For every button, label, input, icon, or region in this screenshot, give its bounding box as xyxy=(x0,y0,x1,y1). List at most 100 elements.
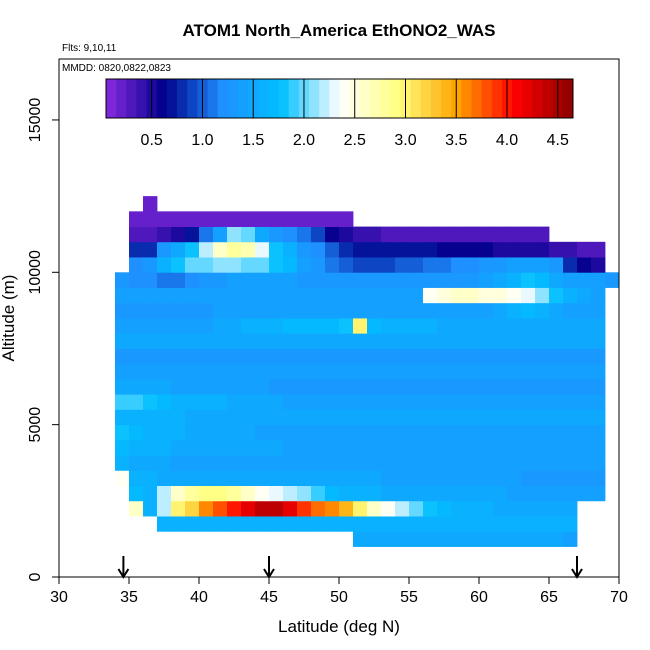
heatmap-cell xyxy=(129,424,144,441)
heatmap-cell xyxy=(479,348,494,365)
heatmap-cells xyxy=(115,196,620,547)
heatmap-cell xyxy=(213,287,228,304)
colorbar-segment xyxy=(420,79,432,118)
heatmap-cell xyxy=(535,287,550,304)
heatmap-cell xyxy=(171,318,186,334)
heatmap-cell xyxy=(381,272,396,288)
heatmap-cell xyxy=(325,455,340,471)
heatmap-cell xyxy=(479,470,494,486)
heatmap-cell xyxy=(325,333,340,349)
heatmap-cell xyxy=(199,257,214,273)
heatmap-cell xyxy=(311,318,326,334)
heatmap-cell xyxy=(171,409,186,426)
heatmap-cell xyxy=(339,394,354,410)
heatmap-cell xyxy=(227,318,242,334)
heatmap-cell xyxy=(171,348,186,365)
heatmap-cell xyxy=(451,500,466,517)
heatmap-cell xyxy=(409,363,424,380)
heatmap-cell xyxy=(157,226,172,243)
heatmap-cell xyxy=(367,241,382,258)
heatmap-cell xyxy=(381,516,396,532)
colorbar-tick-label: 1.0 xyxy=(191,132,213,149)
heatmap-cell xyxy=(465,409,480,426)
heatmap-cell xyxy=(199,318,214,334)
heatmap-cell xyxy=(395,257,410,273)
heatmap-cell xyxy=(199,272,214,288)
colorbar-segment xyxy=(430,79,442,118)
heatmap-cell xyxy=(241,516,256,532)
heatmap-cell xyxy=(535,424,550,441)
heatmap-cell xyxy=(507,500,522,517)
heatmap-cell xyxy=(465,424,480,441)
heatmap-cell xyxy=(507,394,522,410)
heatmap-cell xyxy=(549,378,564,395)
colorbar-segment xyxy=(187,79,198,118)
heatmap-cell xyxy=(129,378,144,395)
heatmap-cell xyxy=(493,257,508,273)
heatmap-cell xyxy=(255,211,270,227)
heatmap-cell xyxy=(297,302,312,319)
heatmap-cell xyxy=(465,516,480,532)
heatmap-cell xyxy=(381,333,396,349)
heatmap-cell xyxy=(297,439,312,456)
colorbar-segment xyxy=(562,79,574,118)
heatmap-cell xyxy=(367,363,382,380)
heatmap-cell xyxy=(353,226,368,243)
heatmap-cell xyxy=(409,226,424,243)
colorbar-segment xyxy=(258,79,269,118)
heatmap-cell xyxy=(297,500,312,517)
heatmap-cell xyxy=(129,485,144,502)
heatmap-cell xyxy=(171,500,186,517)
heatmap-cell xyxy=(535,485,550,502)
heatmap-cell xyxy=(507,424,522,441)
heatmap-cell xyxy=(479,485,494,502)
heatmap-cell xyxy=(451,455,466,471)
heatmap-cell xyxy=(311,378,326,395)
heatmap-cell xyxy=(171,211,186,227)
heatmap-cell xyxy=(367,348,382,365)
heatmap-cell xyxy=(437,439,452,456)
heatmap-cell xyxy=(591,241,606,258)
heatmap-cell xyxy=(521,257,536,273)
heatmap-cell xyxy=(591,363,606,380)
heatmap-cell xyxy=(185,378,200,395)
heatmap-cell xyxy=(129,500,144,517)
heatmap-cell xyxy=(395,302,410,319)
heatmap-cell xyxy=(549,257,564,273)
colorbar-tick-label: 2.5 xyxy=(344,132,366,149)
heatmap-cell xyxy=(171,333,186,349)
heatmap-cell xyxy=(157,333,172,349)
heatmap-cell xyxy=(437,531,452,547)
heatmap-cell xyxy=(535,516,550,532)
heatmap-cell xyxy=(591,394,606,410)
heatmap-cell xyxy=(213,455,228,471)
heatmap-cell xyxy=(479,531,494,547)
heatmap-cell xyxy=(521,455,536,471)
heatmap-cell xyxy=(367,439,382,456)
heatmap-cell xyxy=(255,378,270,395)
heatmap-cell xyxy=(241,470,256,486)
colorbar-segment xyxy=(227,79,239,118)
heatmap-cell xyxy=(143,333,158,349)
heatmap-cell xyxy=(213,516,228,532)
heatmap-cell xyxy=(395,333,410,349)
heatmap-cell xyxy=(423,287,438,304)
colorbar-segment xyxy=(288,79,300,118)
heatmap-cell xyxy=(395,363,410,380)
heatmap-cell xyxy=(507,272,522,288)
heatmap-cell xyxy=(171,439,186,456)
heatmap-cell xyxy=(241,455,256,471)
heatmap-cell xyxy=(381,318,396,334)
heatmap-cell xyxy=(283,516,298,532)
heatmap-cell xyxy=(479,500,494,517)
heatmap-cell xyxy=(241,287,256,304)
heatmap-cell xyxy=(549,272,564,288)
heatmap-cell xyxy=(241,257,256,273)
heatmap-cell xyxy=(143,287,158,304)
heatmap-cell xyxy=(353,378,368,395)
heatmap-cell xyxy=(143,500,158,517)
heatmap-cell xyxy=(283,409,298,426)
heatmap-cell xyxy=(339,516,354,532)
heatmap-cell xyxy=(339,257,354,273)
heatmap-cell xyxy=(213,241,228,258)
